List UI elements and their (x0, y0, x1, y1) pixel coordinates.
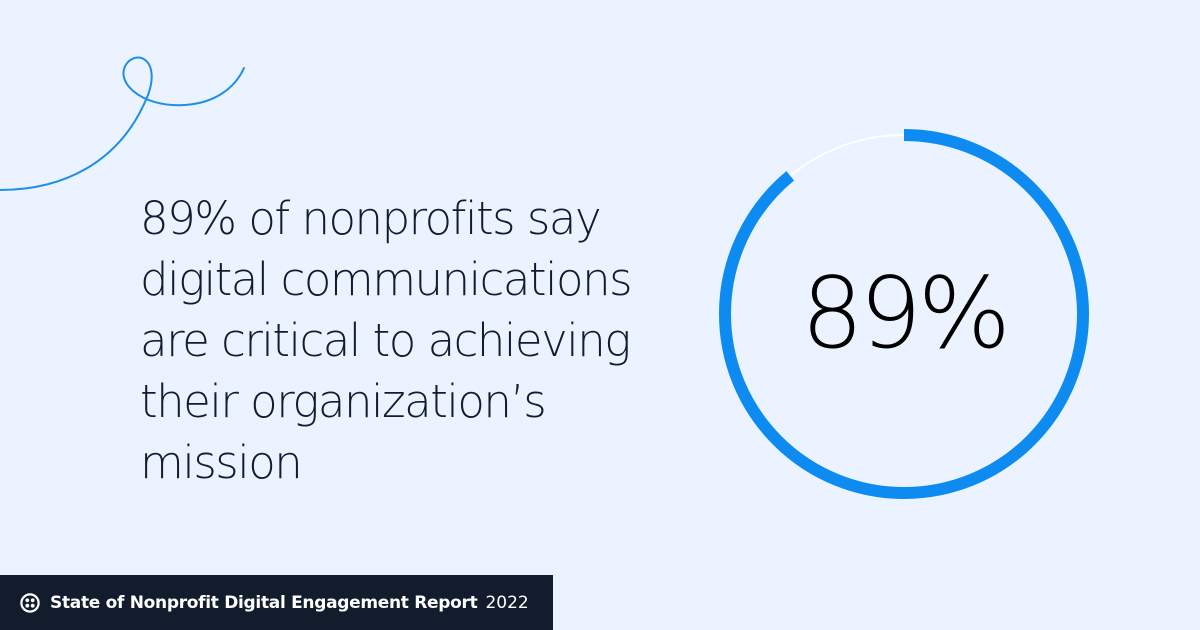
headline-line: 89% of nonprofits say (140, 192, 602, 245)
headline-line: are critical to achieving (140, 314, 631, 367)
percentage-donut: 89% (718, 128, 1090, 500)
headline: 89% of nonprofits say digital communicat… (140, 188, 700, 493)
footer-banner: State of Nonprofit Digital Engagement Re… (0, 575, 553, 630)
decorative-swirl (0, 56, 245, 191)
headline-line: digital communications (140, 253, 633, 306)
donut-value: 89% (801, 257, 1011, 371)
donut-progress (719, 129, 1089, 499)
report-title: State of Nonprofit Digital Engagement Re… (50, 592, 478, 613)
twilio-logo-icon (20, 592, 40, 613)
report-year: 2022 (485, 592, 529, 613)
headline-line: their organization’s (140, 375, 547, 428)
donut-ring (719, 129, 1089, 499)
headline-line: mission (140, 436, 303, 489)
